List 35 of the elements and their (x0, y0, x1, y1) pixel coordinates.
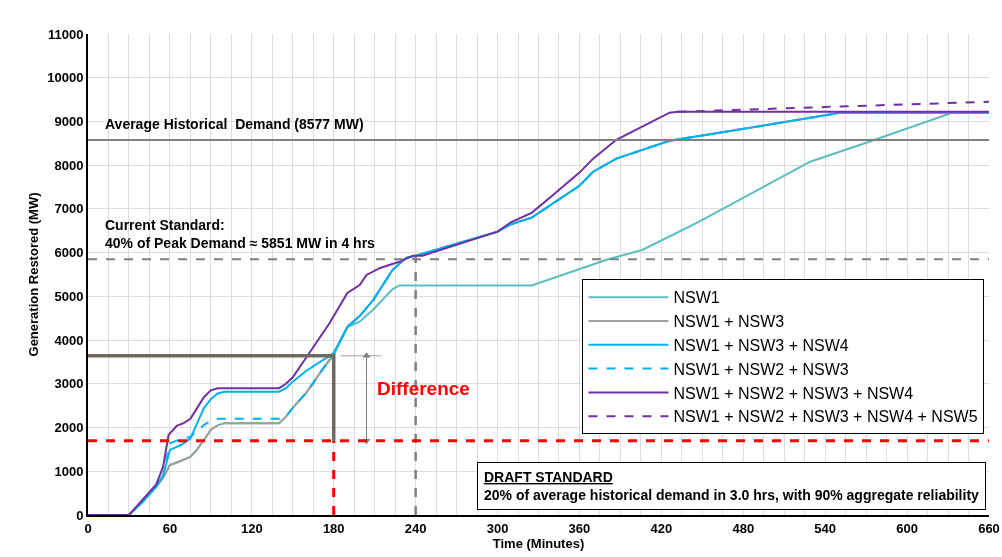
annotation: DRAFT STANDARD 20% of average historical demand in 3.0 hrs, with 90% aggregate reliability (484, 469, 980, 504)
y-tick-label: 6000 (54, 245, 84, 261)
legend-label: NSW1 + NSW3 + NSW4 (673, 337, 849, 355)
y-tick-label: 11000 (47, 26, 84, 42)
x-tick-label: 540 (814, 520, 837, 536)
x-tick-label: 360 (568, 520, 591, 536)
y-tick-label: 4000 (54, 332, 84, 348)
legend-label: NSW1 + NSW2 + NSW3 (673, 360, 849, 378)
legend-label: NSW1 (673, 289, 720, 307)
ref-line-label: Current Standard: 40% of Peak Demand ≈ 5851 MW in 4 hrs (105, 217, 376, 252)
x-tick-label: 180 (322, 520, 345, 536)
x-axis-title: Time (Minutes) (492, 535, 585, 551)
x-tick-label: 60 (162, 520, 178, 536)
x-tick-label: 600 (896, 520, 918, 536)
x-tick-label: 120 (240, 520, 263, 536)
y-axis-title: Generation Restored (MW) (25, 192, 41, 357)
legend-label: NSW1 + NSW2 + NSW3 + NSW4 (673, 384, 914, 402)
annotation: Difference (377, 378, 470, 399)
y-tick-label: 10000 (47, 70, 84, 86)
x-tick-label: 420 (650, 520, 673, 536)
y-tick-label: 5000 (54, 288, 84, 304)
x-tick-label: 660 (978, 520, 1000, 536)
x-tick-label: 240 (404, 520, 427, 536)
y-tick-label: 2000 (54, 420, 84, 436)
x-tick-label: 300 (486, 520, 509, 536)
y-tick-label: 7000 (54, 201, 84, 217)
y-tick-label: 9000 (54, 114, 84, 129)
legend-label: NSW1 + NSW3 (673, 313, 785, 331)
y-tick-label: 0 (76, 507, 84, 523)
x-tick-label: 480 (732, 520, 755, 536)
ref-line-label: Average Historical Demand (8577 MW) (105, 116, 364, 132)
y-tick-label: 8000 (54, 157, 84, 173)
legend-label: NSW1 + NSW2 + NSW3 + NSW4 + NSW5 (673, 408, 978, 426)
y-tick-label: 3000 (54, 376, 84, 392)
y-tick-label: 1000 (54, 463, 84, 479)
